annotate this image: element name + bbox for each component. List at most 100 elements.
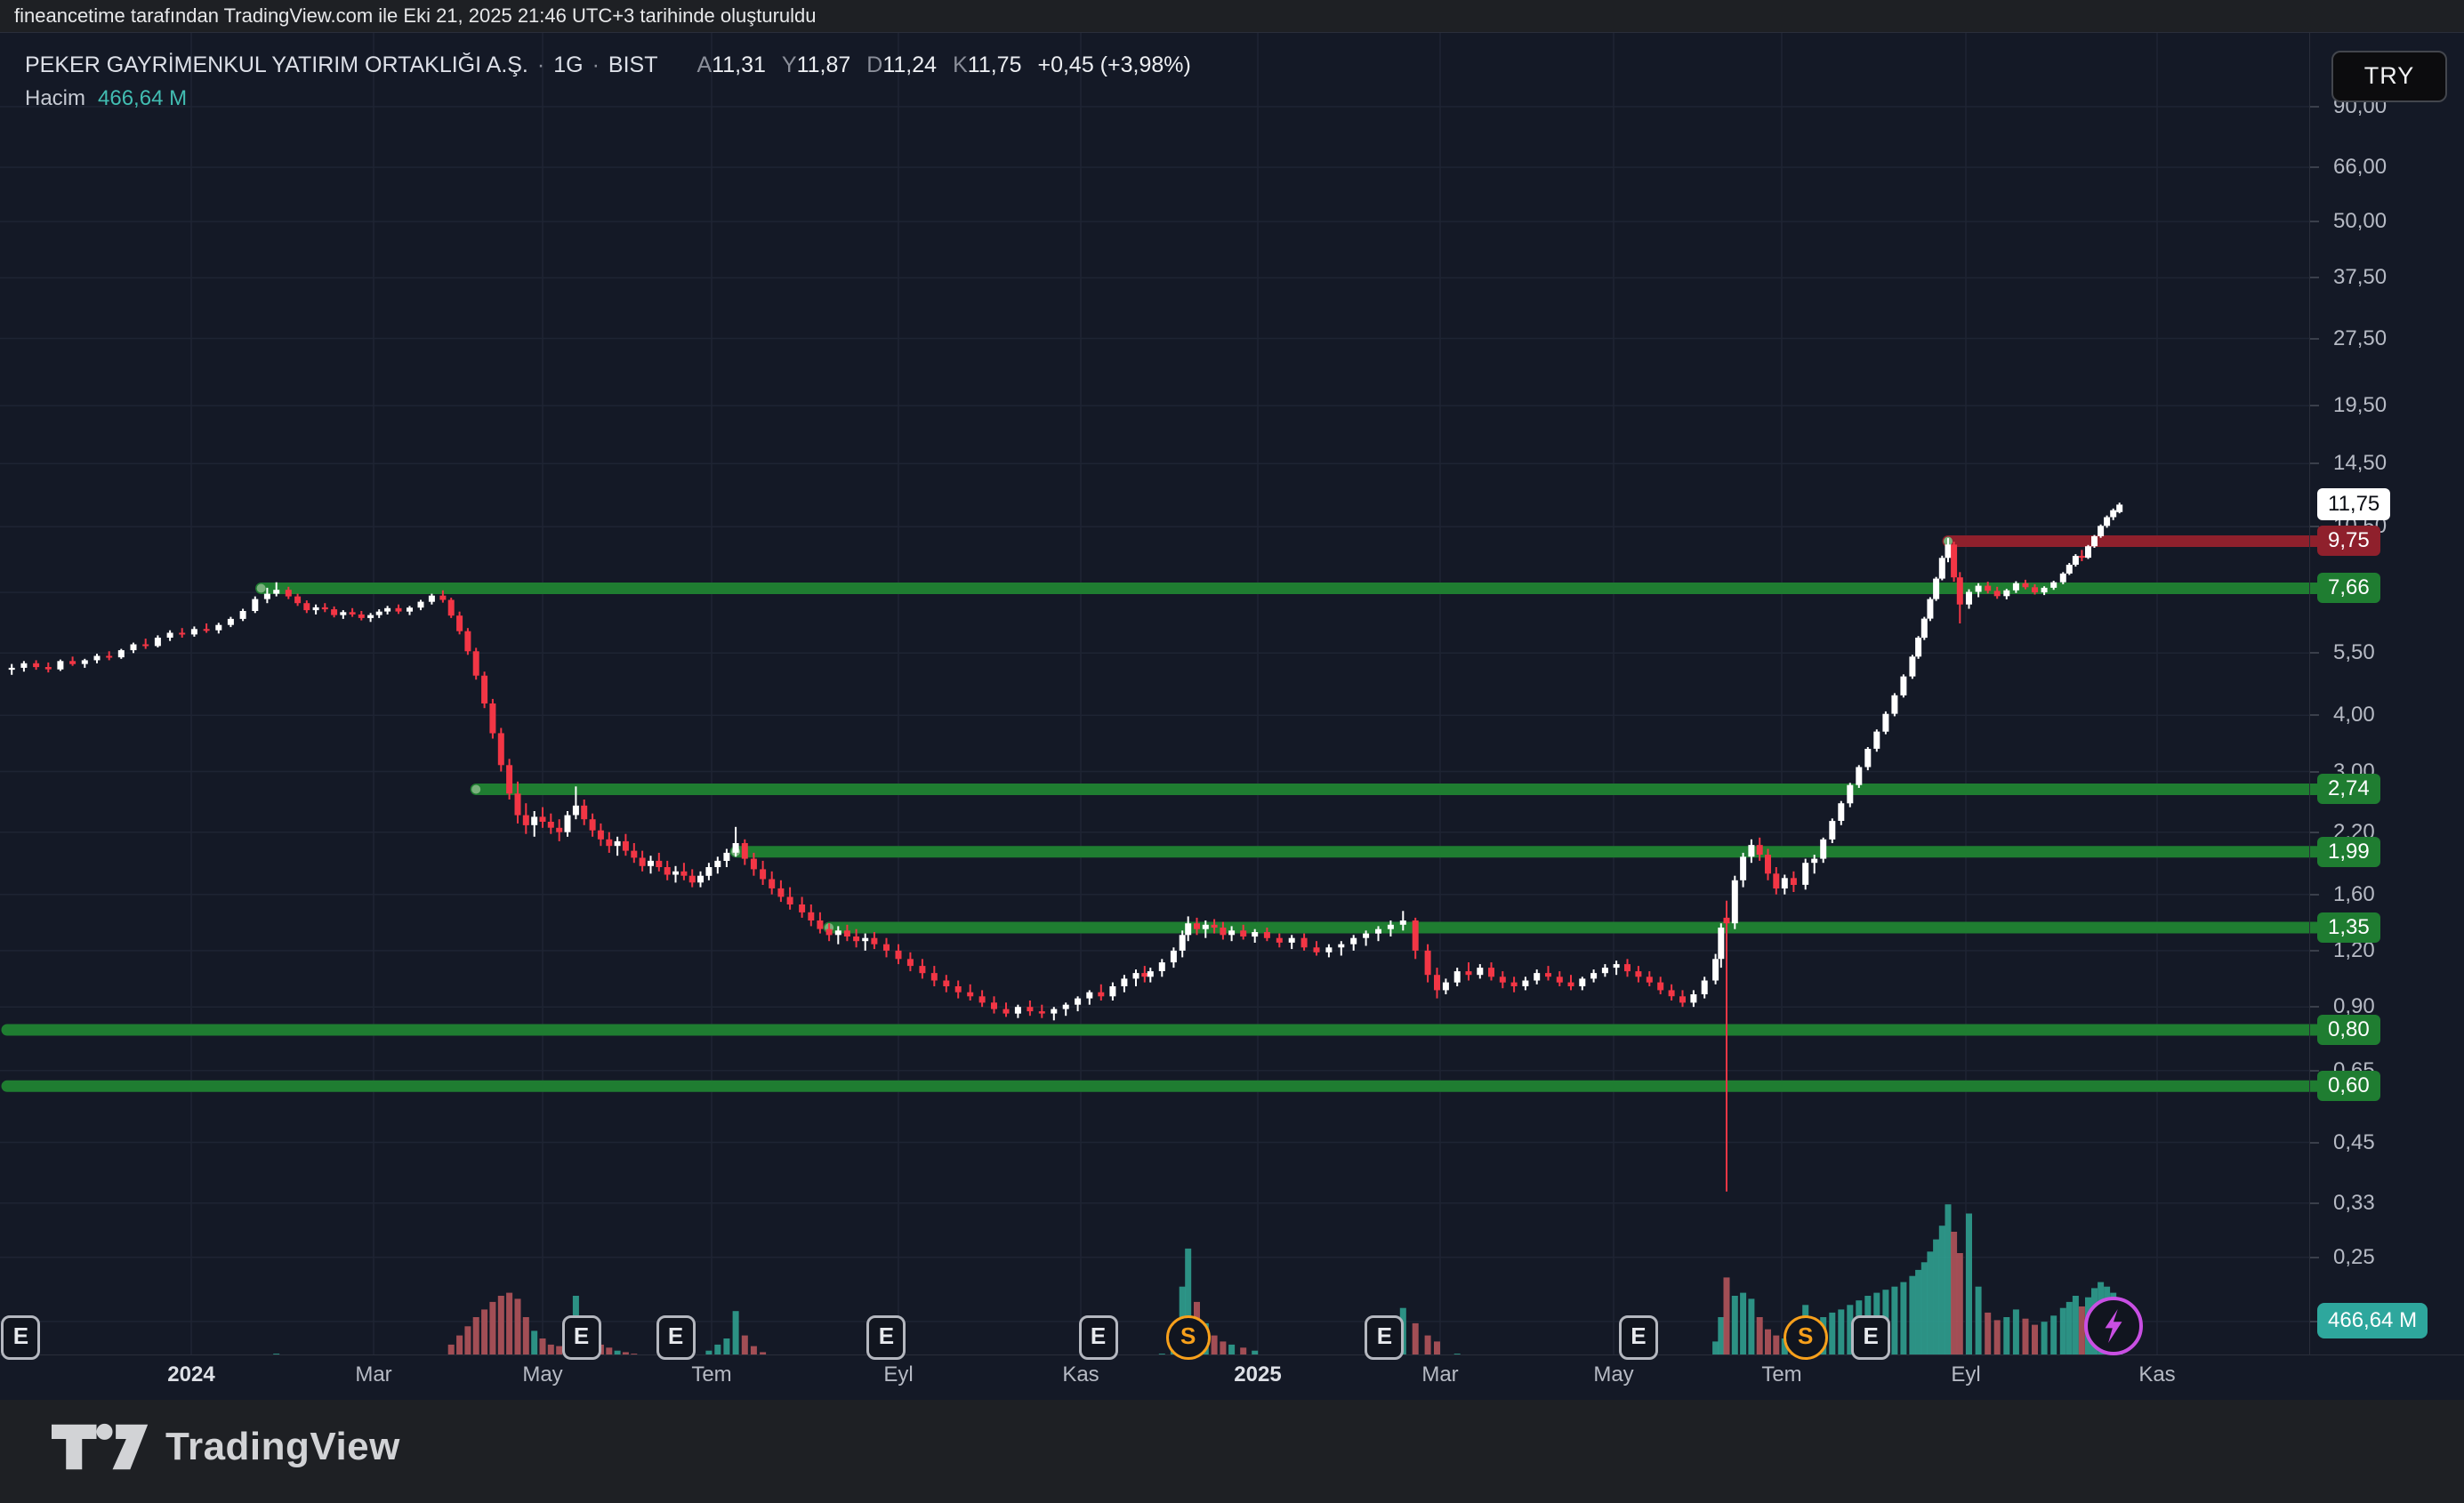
- price-tick: [2310, 1202, 2319, 1204]
- price-axis-label: 66,00: [2333, 155, 2388, 180]
- grid-layer: [0, 33, 2309, 1354]
- price-tick: [2310, 405, 2319, 407]
- price-tick: [2310, 221, 2319, 223]
- price-axis[interactable]: TRY 90,0066,0050,0037,5027,5019,5014,501…: [2309, 33, 2464, 1354]
- lightning-marker-icon[interactable]: [2083, 1297, 2143, 1355]
- price-tick: [2310, 949, 2319, 952]
- chart-legend[interactable]: PEKER GAYRİMENKUL YATIRIM ORTAKLIĞI A.Ş.…: [25, 52, 1191, 83]
- volume-value: 466,64 M: [98, 86, 188, 110]
- time-axis-label: May: [1593, 1362, 1634, 1386]
- time-axis-label: Kas: [1062, 1362, 1099, 1386]
- price-tick: [2310, 526, 2319, 528]
- time-axis-label: Eyl: [883, 1362, 914, 1386]
- earnings-marker[interactable]: E: [1618, 1315, 1658, 1360]
- symbol-title: PEKER GAYRİMENKUL YATIRIM ORTAKLIĞI A.Ş.: [25, 52, 528, 77]
- interval-label: 1G: [553, 52, 584, 77]
- time-axis-label: May: [522, 1362, 563, 1386]
- price-axis-label: 5,50: [2333, 640, 2375, 665]
- time-axis-label: Tem: [691, 1362, 732, 1386]
- earnings-marker[interactable]: E: [1078, 1315, 1118, 1360]
- price-chart-canvas[interactable]: [0, 33, 2464, 1401]
- price-axis-label: 4,00: [2333, 703, 2375, 727]
- price-tick: [2310, 1069, 2319, 1072]
- price-tick: [2310, 714, 2319, 717]
- time-axis-label: Mar: [355, 1362, 392, 1386]
- last-price-badge: 11,75: [2317, 488, 2391, 521]
- price-axis-label: 37,50: [2333, 265, 2388, 290]
- footer-bar: TradingView: [0, 1400, 2464, 1503]
- price-tick: [2310, 337, 2319, 340]
- chart-area: PEKER GAYRİMENKUL YATIRIM ORTAKLIĞI A.Ş.…: [0, 32, 2464, 1402]
- ohlc-values: A11,31 Y11,87 D11,24 K11,75: [680, 52, 1021, 77]
- price-tick: [2310, 166, 2319, 169]
- earnings-marker[interactable]: E: [866, 1315, 906, 1360]
- ohlc-letter: D: [866, 52, 883, 77]
- level-price-badge: 1,35: [2317, 912, 2380, 944]
- earnings-marker[interactable]: E: [1365, 1315, 1405, 1360]
- volume-label: Hacim: [25, 86, 86, 110]
- tradingview-logo[interactable]: TradingView: [52, 1421, 400, 1473]
- level-price-badge: 0,60: [2317, 1071, 2380, 1102]
- time-axis-label: Kas: [2138, 1362, 2176, 1386]
- price-tick: [2310, 1256, 2319, 1258]
- price-tick: [2310, 105, 2319, 108]
- price-tick: [2310, 893, 2319, 896]
- lightning-bolt-icon: [2105, 1309, 2122, 1343]
- price-tick: [2310, 1320, 2319, 1322]
- price-tick: [2310, 462, 2319, 465]
- level-price-badge: 9,75: [2317, 526, 2380, 557]
- price-tick: [2310, 652, 2319, 655]
- ohlc-letter: A: [697, 52, 713, 77]
- price-axis-label: 0,90: [2333, 994, 2375, 1019]
- volume-legend[interactable]: Hacim 466,64 M: [25, 86, 187, 113]
- ohlc-value: 11,75: [967, 52, 1022, 77]
- ohlc-letter: K: [953, 52, 968, 77]
- price-tick: [2310, 1141, 2319, 1144]
- level-price-badge: 0,80: [2317, 1015, 2380, 1046]
- split-marker[interactable]: S: [1783, 1315, 1828, 1360]
- price-tick: [2310, 1006, 2319, 1009]
- time-axis[interactable]: 2024 Mar May Tem Eyl Kas 2025 Mar May Tem Eyl Kas: [0, 1354, 2464, 1402]
- tradingview-logo-icon: [52, 1423, 149, 1470]
- volume-badge: 466,64 M: [2317, 1302, 2428, 1338]
- attribution-bar: fineancetime tarafından TradingView.com …: [0, 0, 2464, 32]
- attribution-text: fineancetime tarafından TradingView.com …: [14, 4, 817, 27]
- levels-layer[interactable]: [1, 535, 2323, 1092]
- time-axis-label: 2025: [1234, 1362, 1282, 1386]
- currency-toggle-button[interactable]: TRY: [2331, 51, 2447, 102]
- price-axis-label: 0,33: [2333, 1190, 2375, 1215]
- earnings-marker[interactable]: E: [1, 1315, 41, 1360]
- ohlc-value: 11,31: [712, 52, 766, 77]
- level-price-badge: 1,99: [2317, 836, 2380, 867]
- ohlc-value: 11,24: [882, 52, 938, 77]
- split-marker[interactable]: S: [1165, 1315, 1211, 1360]
- price-tick: [2310, 770, 2319, 773]
- price-axis-label: 0,45: [2333, 1129, 2375, 1154]
- price-axis-label: 19,50: [2333, 393, 2388, 418]
- time-axis-label: 2024: [167, 1362, 215, 1386]
- exchange-label: BIST: [608, 52, 658, 77]
- level-price-badge: 2,74: [2317, 774, 2380, 805]
- time-axis-label: Eyl: [1951, 1362, 1981, 1386]
- price-tick: [2310, 831, 2319, 833]
- price-tick: [2310, 277, 2319, 279]
- tradingview-wordmark: TradingView: [165, 1425, 400, 1468]
- price-axis-label: 27,50: [2333, 326, 2388, 350]
- earnings-marker[interactable]: E: [561, 1315, 601, 1360]
- candles-layer: [8, 502, 2123, 1192]
- price-axis-label: 1,60: [2333, 881, 2375, 906]
- change-value: +0,45 (+3,98%): [1037, 52, 1191, 77]
- price-axis-label: 50,00: [2333, 209, 2388, 234]
- price-axis-label: 0,25: [2333, 1244, 2375, 1269]
- ohlc-letter: Y: [781, 52, 797, 77]
- time-axis-label: Tem: [1761, 1362, 1802, 1386]
- separator: ·: [536, 52, 545, 77]
- ohlc-value: 11,87: [796, 52, 851, 77]
- time-axis-label: Mar: [1421, 1362, 1459, 1386]
- earnings-marker[interactable]: E: [1851, 1315, 1891, 1360]
- separator: ·: [592, 52, 600, 77]
- price-axis-label: 14,50: [2333, 451, 2388, 476]
- level-price-badge: 7,66: [2317, 573, 2380, 604]
- earnings-marker[interactable]: E: [656, 1315, 696, 1360]
